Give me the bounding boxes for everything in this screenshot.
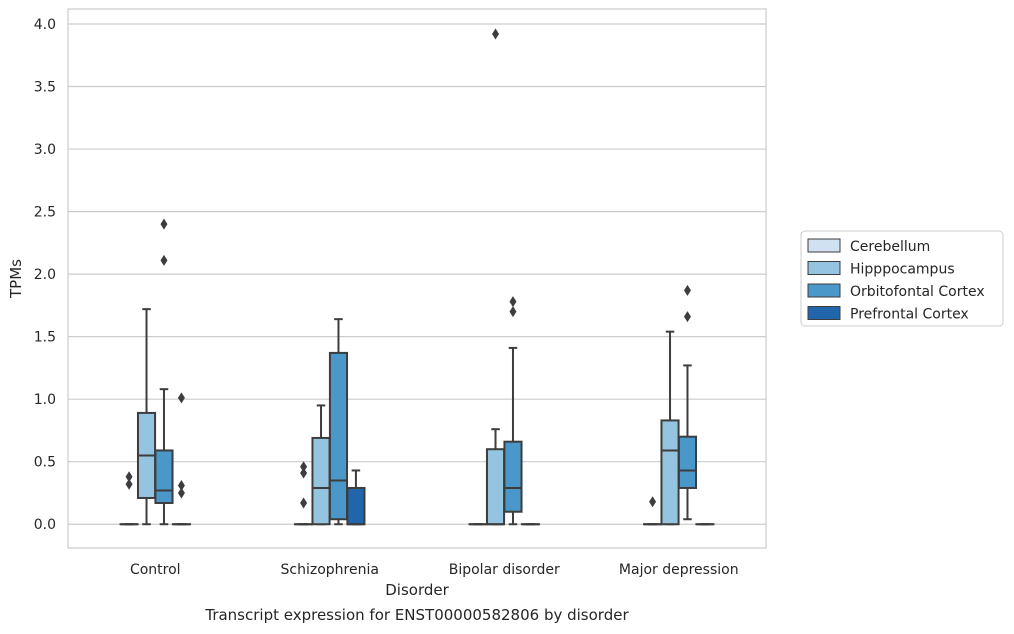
box: [154, 449, 174, 504]
outlier-point: [509, 296, 517, 308]
x-tick-label: Bipolar disorder: [449, 562, 560, 578]
box-bipolar-disorder-hipppocampus: [485, 28, 506, 526]
y-tick-label: 1.5: [34, 330, 56, 346]
legend-swatch: [807, 306, 841, 320]
box-major-depression-hipppocampus: [660, 330, 680, 526]
outlier-point: [160, 254, 168, 266]
legend-swatch: [807, 283, 841, 298]
box: [346, 486, 366, 526]
box: [677, 435, 698, 489]
outlier-point: [300, 461, 308, 473]
box-control-hipppocampus: [136, 308, 157, 526]
outlier-point: [492, 28, 500, 40]
legend-frame: [800, 230, 1004, 327]
y-tick-label: 2.0: [34, 267, 56, 283]
box-major-depression-cerebellum: [643, 496, 663, 526]
y-axis-ticks: 0.0 0.5 1.0 1.5 2.0 2.5 3.0 3.5 4.0: [34, 17, 56, 533]
box: [485, 448, 506, 526]
outlier-point: [160, 218, 168, 230]
figure-caption: Transcript expression for ENST0000058280…: [205, 606, 629, 624]
box-schizophrenia-hipppocampus: [311, 404, 331, 526]
outlier-point: [683, 311, 691, 323]
plot-area-frame: [67, 8, 767, 549]
box-schizophrenia-orbitofontal-cortex: [328, 318, 349, 526]
y-tick-label: 1.0: [34, 392, 56, 408]
outlier-point: [125, 471, 133, 483]
legend-label: Orbitofontal Cortex: [850, 284, 985, 300]
x-axis-ticks: Control Schizophrenia Bipolar disorder Majo…: [130, 562, 739, 578]
y-tick-label: 3.5: [34, 80, 56, 96]
legend-label: Hipppocampus: [850, 262, 955, 278]
legend-label: Cerebellum: [850, 239, 930, 255]
box: [311, 436, 331, 526]
y-axis-title: TPMs: [7, 259, 25, 299]
box-bipolar-disorder-orbitofontal-cortex: [503, 296, 523, 526]
legend-label: Prefrontal Cortex: [850, 307, 969, 323]
box-control-orbitofontal-cortex: [154, 218, 174, 526]
box-plot-marks: [119, 28, 715, 526]
box: [660, 419, 680, 526]
outlier-point: [300, 497, 308, 509]
box-control-prefrontal-cortex: [171, 392, 191, 526]
legend-swatch: [807, 261, 841, 275]
y-tick-label: 3.0: [34, 142, 56, 158]
box-schizophrenia-cerebellum: [294, 461, 314, 526]
outlier-point: [683, 284, 691, 296]
outlier-point: [125, 478, 133, 490]
x-tick-label: Schizophrenia: [281, 562, 379, 578]
box-schizophrenia-prefrontal-cortex: [346, 469, 366, 526]
outlier-point: [649, 496, 657, 508]
x-tick-label: Control: [130, 562, 181, 578]
x-tick-label: Major depression: [619, 562, 739, 578]
y-tick-label: 0.5: [34, 455, 56, 471]
box: [328, 351, 349, 521]
x-axis-title: Disorder: [385, 581, 449, 599]
outlier-point: [300, 467, 308, 479]
legend: Cerebellum Hipppocampus Orbitofontal Corte…: [800, 230, 1004, 327]
box-major-depression-orbitofontal-cortex: [677, 284, 698, 521]
y-tick-label: 4.0: [34, 17, 56, 33]
outlier-point: [177, 392, 185, 404]
gridlines: [68, 23, 766, 525]
y-tick-label: 0.0: [34, 517, 56, 533]
legend-swatch: [807, 238, 841, 253]
y-tick-label: 2.5: [34, 205, 56, 221]
outlier-point: [177, 487, 185, 499]
outlier-point: [509, 306, 517, 318]
box: [503, 440, 523, 513]
outlier-point: [177, 479, 185, 491]
box-control-cerebellum: [119, 471, 139, 526]
